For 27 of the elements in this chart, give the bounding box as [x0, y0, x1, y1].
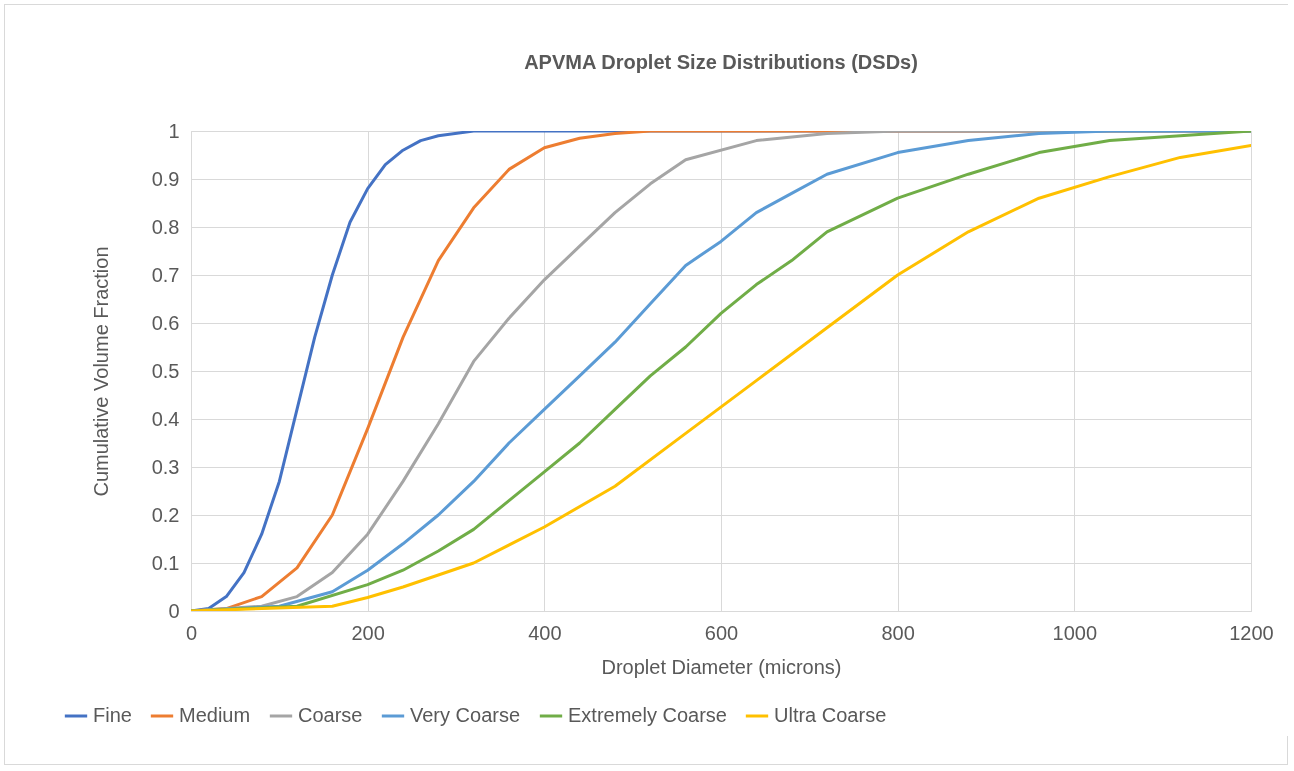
y-tick-label: 0.1 [151, 551, 180, 574]
y-axis-title: Cumulative Volume Fraction [89, 246, 112, 497]
y-tick-label: 0.2 [151, 503, 180, 526]
y-tick-label: 0.6 [151, 311, 180, 334]
y-tick-label: 0.3 [151, 455, 180, 478]
y-tick-label: 0.9 [151, 167, 180, 190]
legend-label: Fine [93, 704, 132, 726]
x-tick-label: 1200 [1229, 621, 1274, 644]
x-axis-title: Droplet Diameter (microns) [601, 655, 842, 678]
legend-label: Coarse [298, 704, 363, 726]
x-tick-label: 600 [704, 621, 739, 644]
chart-title: APVMA Droplet Size Distributions (DSDs) [524, 51, 918, 73]
y-tick-label: 0.4 [151, 407, 180, 430]
legend-label: Very Coarse [410, 704, 521, 726]
y-tick-label: 0.5 [151, 359, 180, 382]
x-tick-label: 400 [528, 621, 562, 644]
y-tick-label: 0 [168, 599, 180, 622]
x-tick-label: 200 [351, 621, 385, 644]
y-tick-label: 1 [168, 119, 180, 142]
x-tick-label: 1000 [1052, 621, 1098, 644]
x-tick-label: 0 [185, 621, 198, 644]
y-tick-label: 0.7 [151, 263, 180, 286]
legend-label: Extremely Coarse [568, 704, 727, 726]
legend-label: Ultra Coarse [774, 704, 887, 726]
x-tick-label: 800 [881, 621, 915, 644]
legend-label: Medium [179, 704, 251, 726]
y-tick-label: 0.8 [151, 215, 180, 238]
